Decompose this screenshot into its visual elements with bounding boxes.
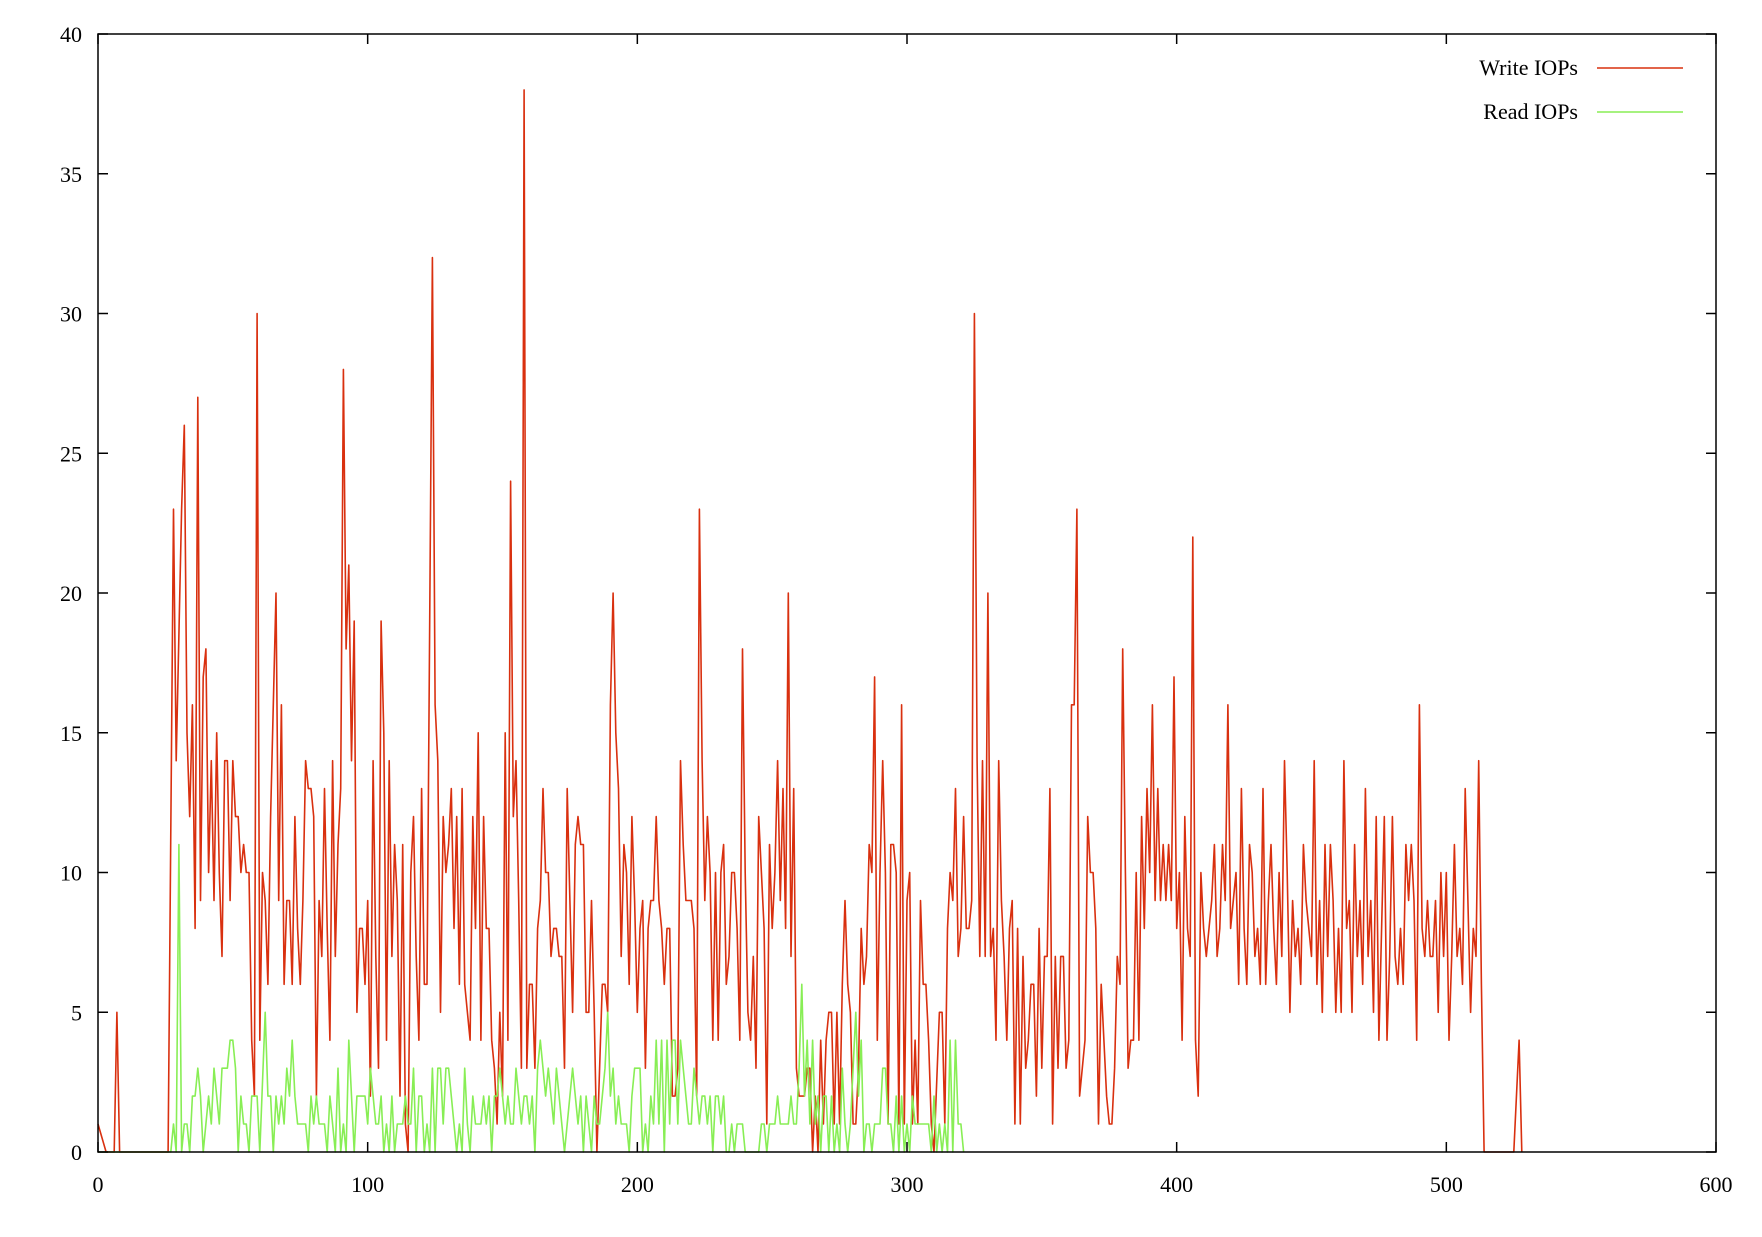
y-tick-label: 20 xyxy=(60,581,82,606)
y-tick-label: 25 xyxy=(60,441,82,466)
series-layer xyxy=(97,89,1523,1153)
y-tick-label: 15 xyxy=(60,721,82,746)
legend: Write IOPs Read IOPs xyxy=(1479,55,1683,124)
y-tick-label: 30 xyxy=(60,302,82,327)
x-tick-label: 300 xyxy=(891,1172,924,1197)
series-line-write-iops xyxy=(97,89,1523,1153)
y-tick-label: 10 xyxy=(60,861,82,886)
y-tick-label: 0 xyxy=(71,1140,82,1165)
y-tick-label: 40 xyxy=(60,22,82,47)
y-tick-label: 35 xyxy=(60,162,82,187)
x-tick-label: 500 xyxy=(1430,1172,1463,1197)
x-tick-label: 100 xyxy=(351,1172,384,1197)
x-tick-label: 200 xyxy=(621,1172,654,1197)
tick-layer: 0 100 200 300 400 500 600 0 5 10 15 20 25 30 35 40 xyxy=(60,22,1733,1197)
series-line-read-iops xyxy=(98,843,965,1153)
x-tick-label: 0 xyxy=(93,1172,104,1197)
legend-label-read-iops: Read IOPs xyxy=(1483,99,1578,124)
y-tick-label: 5 xyxy=(71,1000,82,1025)
x-tick-label: 400 xyxy=(1160,1172,1193,1197)
legend-label-write-iops: Write IOPs xyxy=(1479,55,1578,80)
x-tick-label: 600 xyxy=(1700,1172,1733,1197)
